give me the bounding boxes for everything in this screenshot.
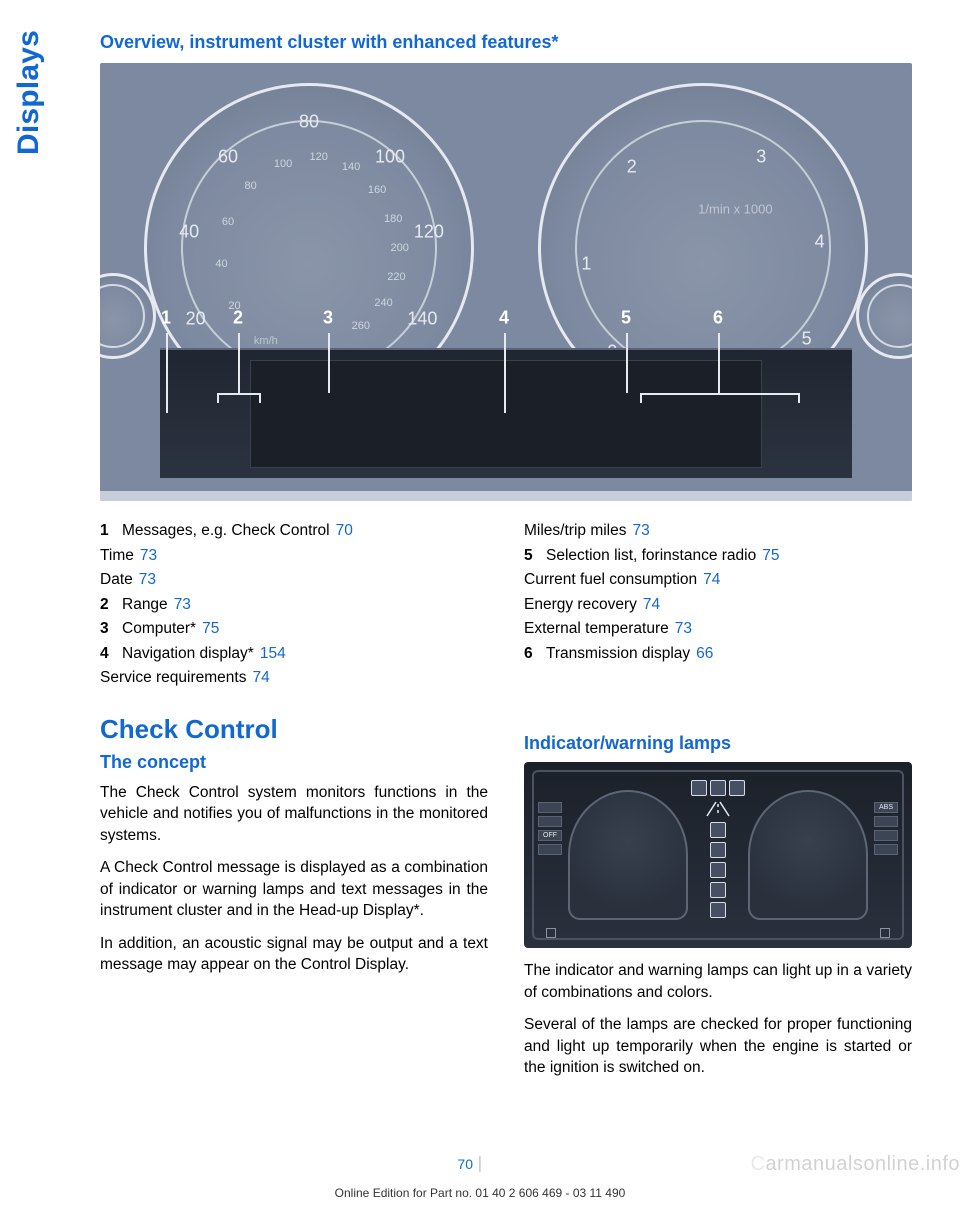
list-item: External temperature73 [524, 617, 912, 642]
legend-right-col: Miles/trip miles73 5Selection list, fori… [524, 519, 912, 691]
body-left-col: Check Control The concept The Check Cont… [100, 691, 488, 1090]
list-item: Date73 [100, 568, 488, 593]
page-ref[interactable]: 73 [139, 571, 156, 588]
list-item: Current fuel consumption74 [524, 568, 912, 593]
warning-lamps-figure: OFF ABS [524, 762, 912, 948]
page-ref[interactable]: 73 [140, 547, 157, 564]
legend-left-col: 1Messages, e.g. Check Control70 Time73 D… [100, 519, 488, 691]
watermark: Carmanualsonline.info [750, 1153, 960, 1176]
section-heading: Check Control [100, 719, 488, 741]
page-ref[interactable]: 74 [252, 669, 269, 686]
page-ref[interactable]: 154 [260, 645, 286, 662]
page-ref[interactable]: 66 [696, 645, 713, 662]
list-item: 5Selection list, forinstance radio75 [524, 544, 912, 569]
content-area: Overview, instrument cluster with enhanc… [60, 32, 912, 1090]
subsection-heading: Indicator/warning lamps [524, 733, 912, 755]
warn-right: ABS [874, 802, 898, 855]
warn-left: OFF [538, 802, 562, 855]
center-symbols [698, 780, 738, 918]
paragraph: In addition, an acoustic signal may be o… [100, 933, 488, 976]
side-section-label: Displays [12, 0, 46, 30]
body-right-col: Indicator/warning lamps OFF ABS [524, 691, 912, 1090]
list-item: Service requirements74 [100, 666, 488, 691]
list-item: Energy recovery74 [524, 593, 912, 618]
list-item: 6Transmission display66 [524, 642, 912, 667]
page-number: 70 [457, 1156, 480, 1172]
page-ref[interactable]: 75 [202, 620, 219, 637]
page-ref[interactable]: 74 [703, 571, 720, 588]
instrument-cluster-figure: 20 40 60 80 100 120 140 160 20 40 60 80 … [100, 63, 912, 501]
lane-icon [703, 800, 733, 818]
page-ref[interactable]: 73 [174, 596, 191, 613]
list-item: 4Navigation display*154 [100, 642, 488, 667]
page-ref[interactable]: 70 [336, 522, 353, 539]
paragraph: A Check Control message is displayed as … [100, 857, 488, 922]
page-ref[interactable]: 73 [675, 620, 692, 637]
list-item: Miles/trip miles73 [524, 519, 912, 544]
paragraph: The indicator and warning lamps can ligh… [524, 960, 912, 1003]
callout-legend: 1Messages, e.g. Check Control70 Time73 D… [100, 519, 912, 691]
body-columns: Check Control The concept The Check Cont… [100, 691, 912, 1090]
page-heading: Overview, instrument cluster with enhanc… [100, 32, 912, 53]
paragraph: The Check Control system monitors functi… [100, 782, 488, 847]
subsection-heading: The concept [100, 752, 488, 774]
list-item: Time73 [100, 544, 488, 569]
page-ref[interactable]: 75 [762, 547, 779, 564]
page: Displays Overview, instrument cluster wi… [0, 0, 960, 1222]
page-ref[interactable]: 74 [643, 596, 660, 613]
list-item: 3Computer*75 [100, 617, 488, 642]
list-item: 1Messages, e.g. Check Control70 [100, 519, 488, 544]
footer-text: Online Edition for Part no. 01 40 2 606 … [0, 1186, 960, 1200]
info-display-area [160, 348, 852, 478]
paragraph: Several of the lamps are checked for pro… [524, 1014, 912, 1079]
list-item: 2Range73 [100, 593, 488, 618]
page-ref[interactable]: 73 [632, 522, 649, 539]
